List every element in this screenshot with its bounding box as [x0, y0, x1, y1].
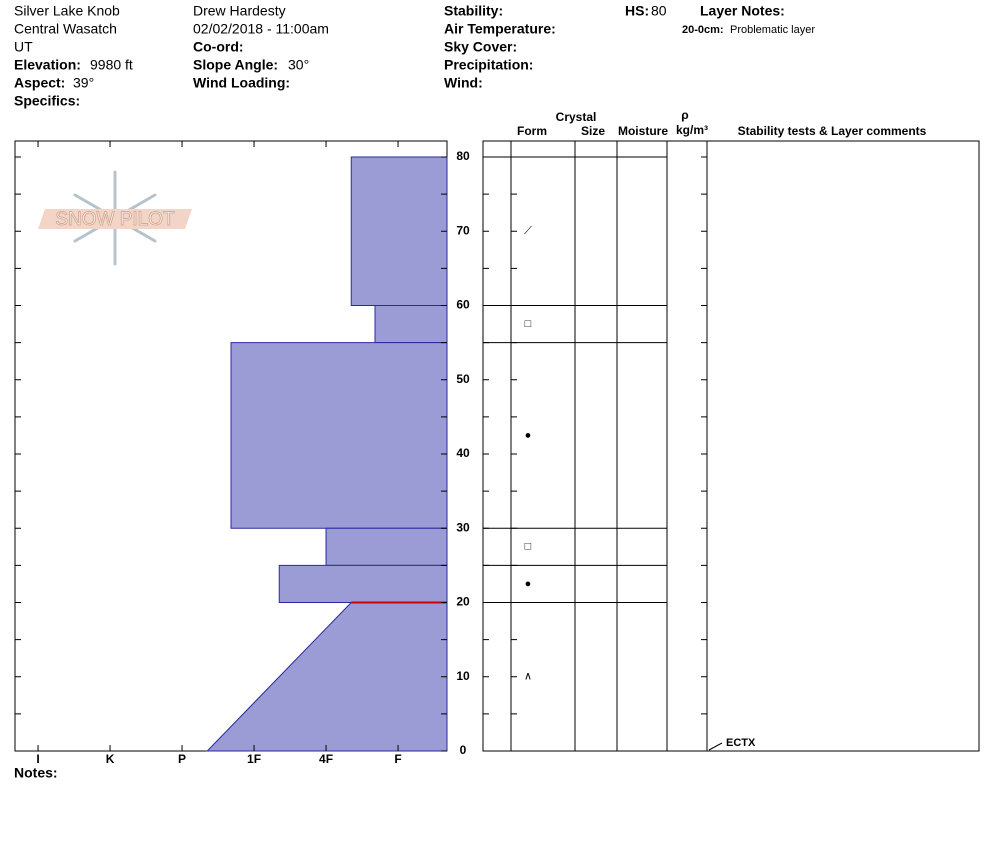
- label: Air Temperature:: [444, 21, 556, 37]
- hardness-layer: [230, 342, 448, 529]
- label: Slope Angle:: [193, 57, 278, 73]
- label: Elevation:: [14, 57, 81, 73]
- label: Wind:: [444, 75, 483, 91]
- grain-form: ⟋: [524, 225, 532, 237]
- value: 39°: [73, 75, 94, 91]
- y-tick-label: 60: [456, 298, 470, 312]
- column-header: ρ: [681, 108, 688, 122]
- hardness-layer: [278, 564, 448, 603]
- label: Precipitation:: [444, 57, 533, 73]
- x-tick-label: 1F: [247, 752, 261, 766]
- notes-label: Notes:: [14, 765, 58, 781]
- grain-form: ●: [525, 578, 532, 590]
- label: Layer Notes:: [700, 3, 785, 19]
- x-tick-label: 4F: [319, 752, 333, 766]
- grain-form: □: [525, 541, 532, 553]
- table-header: Crystal Form Size Moisture ρ kg/m³ Stabi…: [517, 108, 927, 138]
- y-tick-label: 10: [456, 669, 470, 683]
- y-tick-label: 30: [456, 520, 470, 534]
- y-tick-label: 80: [456, 149, 470, 163]
- logo: SNOW PILOT: [38, 170, 192, 266]
- date: 02/02/2018 - 11:00am: [193, 21, 329, 37]
- state: UT: [14, 39, 33, 55]
- y-tick-label: 20: [456, 595, 470, 609]
- label: Stability:: [444, 3, 503, 19]
- value: 30°: [288, 57, 309, 73]
- x-tick-label: P: [178, 752, 186, 766]
- label: Co-ord:: [193, 39, 244, 55]
- test-label: ECTX: [726, 737, 756, 749]
- x-tick-label: I: [36, 752, 39, 766]
- observer: Drew Hardesty: [193, 3, 286, 19]
- hardness-layer: [325, 527, 448, 566]
- label: Sky Cover:: [444, 39, 517, 55]
- logo-text: SNOW PILOT: [55, 209, 175, 230]
- label: Aspect:: [14, 75, 65, 91]
- label: Specifics:: [14, 93, 80, 109]
- value: 80: [651, 3, 667, 19]
- value: 9980 ft: [90, 57, 133, 73]
- y-tick-label: 50: [456, 372, 470, 386]
- grain-form: □: [525, 318, 532, 330]
- test-pointer: [708, 742, 723, 751]
- frames: [14, 140, 980, 752]
- site: Silver Lake Knob: [14, 3, 120, 19]
- column-header: Moisture: [618, 124, 668, 138]
- column-header: Crystal: [556, 110, 597, 124]
- y-tick-label: 0: [460, 743, 467, 757]
- x-tick-label: K: [106, 752, 115, 766]
- y-tick-label: 40: [456, 446, 470, 460]
- label: HS:: [625, 3, 649, 19]
- grain-form: ∧: [524, 671, 532, 683]
- label: 20-0cm:: [682, 24, 724, 36]
- column-header: Stability tests & Layer comments: [738, 124, 927, 138]
- range: Central Wasatch: [14, 21, 117, 37]
- column-header: Size: [581, 124, 605, 138]
- label: Wind Loading:: [193, 75, 290, 91]
- hardness-layer: [206, 602, 448, 752]
- column-header: Form: [517, 124, 547, 138]
- hardness-layer: [374, 305, 448, 344]
- header: Silver Lake Knob Central Wasatch UT Elev…: [14, 3, 815, 109]
- x-tick-label: F: [394, 752, 401, 766]
- table-frame: [482, 140, 980, 752]
- grain-form: ●: [525, 429, 532, 441]
- y-tick-label: 70: [456, 223, 470, 237]
- banner: [38, 209, 192, 229]
- value: Problematic layer: [730, 24, 815, 36]
- column-header: kg/m³: [676, 123, 708, 137]
- hardness-layer: [350, 156, 448, 306]
